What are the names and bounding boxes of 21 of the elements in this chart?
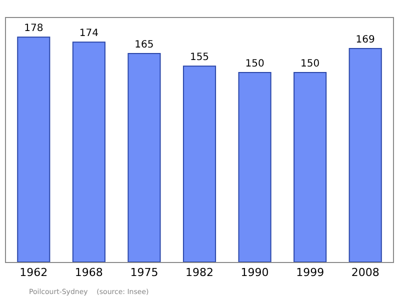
bar [348,48,382,262]
x-tick-label: 1982 [186,266,214,280]
data-label: 155 [190,52,210,64]
bar [17,36,50,262]
bar [182,66,216,262]
x-tick-label: 1999 [296,266,324,280]
bar [128,53,161,262]
x-tick-label: 1962 [20,266,48,280]
bar [238,72,272,262]
data-label: 169 [356,34,375,46]
x-tick-label: 1990 [240,266,269,280]
bar [72,42,106,262]
data-label: 174 [79,28,98,40]
x-tick-label: 1968 [74,266,103,280]
data-label: 165 [134,40,154,51]
bar [294,72,327,262]
data-label: 178 [24,23,44,34]
x-tick-label: 2008 [351,266,380,280]
data-label: 150 [300,58,320,70]
data-label: 150 [245,58,264,70]
x-tick-label: 1975 [130,266,158,280]
